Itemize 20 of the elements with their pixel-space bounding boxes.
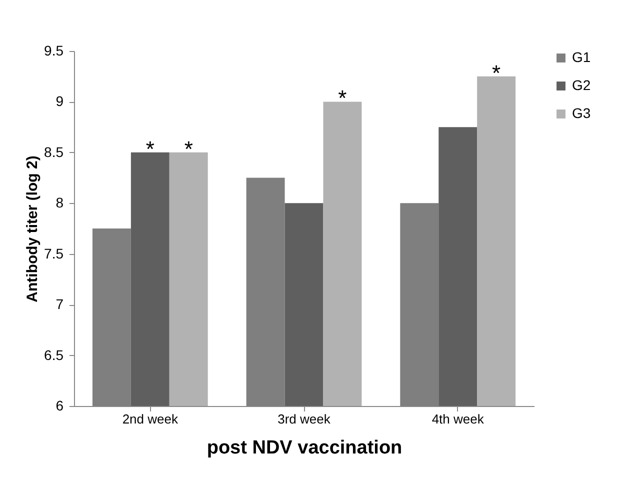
- y-tick-label: 7: [56, 296, 64, 312]
- legend-label: G1: [572, 49, 591, 65]
- x-tick-label: 4th week: [432, 412, 484, 426]
- y-tick-label: 8.5: [44, 144, 64, 160]
- legend-label: G2: [572, 77, 591, 93]
- y-tick-label: 9.5: [44, 42, 64, 58]
- y-tick-label: 6: [56, 398, 64, 414]
- y-tick-label: 9: [56, 93, 64, 110]
- y-tick-label: 7.5: [44, 245, 64, 262]
- y-tick-label: 8: [56, 194, 64, 211]
- y-axis-title: Antibody titer (log 2): [24, 156, 42, 302]
- x-axis-title: post NDV vaccination: [206, 438, 402, 458]
- y-tick-label: 6.5: [44, 346, 64, 363]
- data-label: *: [492, 60, 502, 86]
- x-tick-label: 2nd week: [122, 412, 178, 426]
- data-label: *: [146, 136, 155, 162]
- data-label: *: [184, 136, 194, 162]
- legend-label: G3: [572, 105, 591, 121]
- data-label: *: [338, 86, 348, 111]
- x-tick-label: 3rd week: [278, 412, 331, 426]
